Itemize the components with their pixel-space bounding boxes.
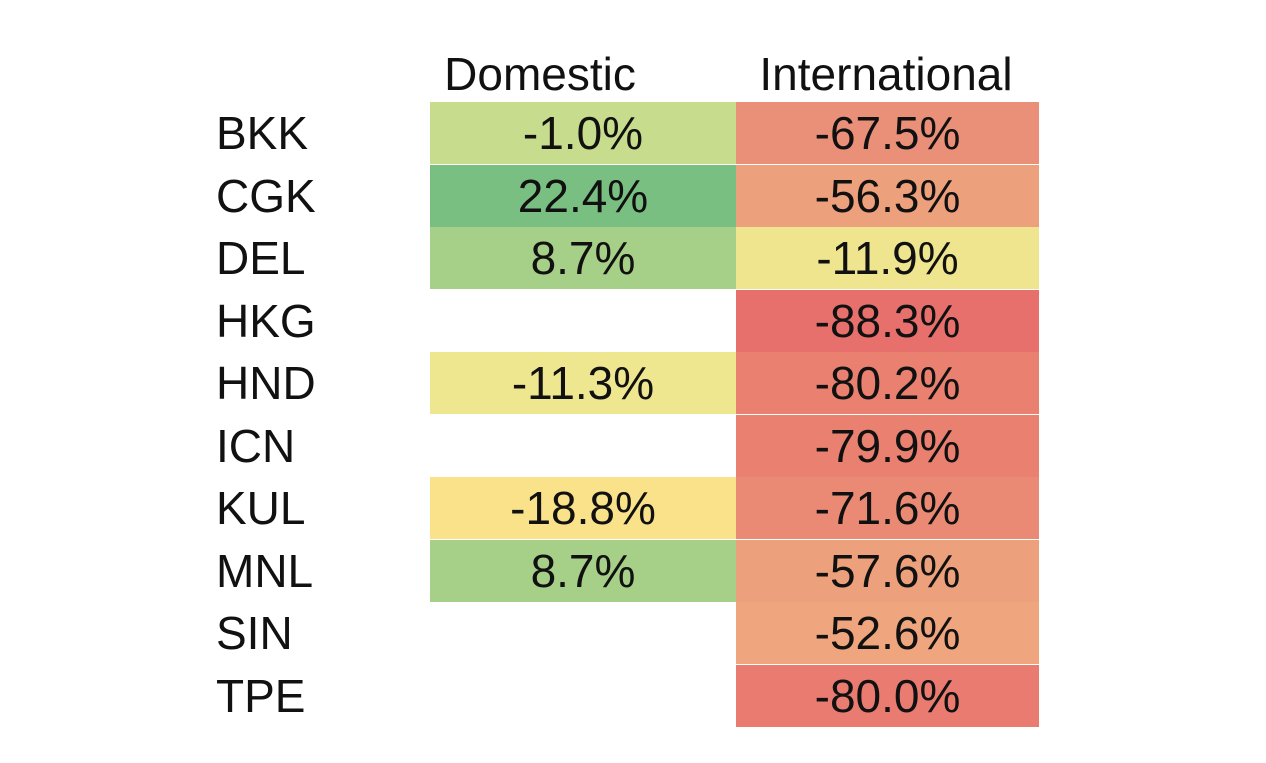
row-label-bkk: BKK	[216, 107, 309, 159]
cell-domestic-del: 8.7%	[430, 227, 736, 289]
row-label-hkg: HKG	[216, 295, 316, 347]
cell-domestic-tpe	[430, 665, 736, 727]
row-label-del: DEL	[216, 232, 306, 284]
cell-international-kul: -71.6%	[736, 477, 1039, 539]
cell-domestic-kul: -18.8%	[430, 477, 736, 539]
column-header-international: International	[759, 48, 1013, 100]
cell-international-sin: -52.6%	[736, 602, 1039, 664]
cell-domestic-hkg	[430, 290, 736, 352]
cell-domestic-mnl: 8.7%	[430, 540, 736, 602]
row-label-tpe: TPE	[216, 670, 306, 722]
cell-international-hkg: -88.3%	[736, 290, 1039, 352]
cell-international-del: -11.9%	[736, 227, 1039, 289]
row-label-hnd: HND	[216, 357, 316, 409]
cell-domestic-bkk: -1.0%	[430, 102, 736, 164]
cell-international-tpe: -80.0%	[736, 665, 1039, 727]
cell-international-hnd: -80.2%	[736, 352, 1039, 414]
cell-domestic-icn	[430, 415, 736, 477]
cell-domestic-hnd: -11.3%	[430, 352, 736, 414]
cell-domestic-sin	[430, 602, 736, 664]
row-label-icn: ICN	[216, 420, 296, 472]
row-label-mnl: MNL	[216, 545, 314, 597]
row-label-sin: SIN	[216, 607, 293, 659]
cell-international-cgk: -56.3%	[736, 165, 1039, 227]
column-header-domestic: Domestic	[444, 48, 636, 100]
cell-international-icn: -79.9%	[736, 415, 1039, 477]
row-label-kul: KUL	[216, 482, 306, 534]
cell-international-mnl: -57.6%	[736, 540, 1039, 602]
row-label-cgk: CGK	[216, 170, 316, 222]
cell-domestic-cgk: 22.4%	[430, 165, 736, 227]
cell-international-bkk: -67.5%	[736, 102, 1039, 164]
